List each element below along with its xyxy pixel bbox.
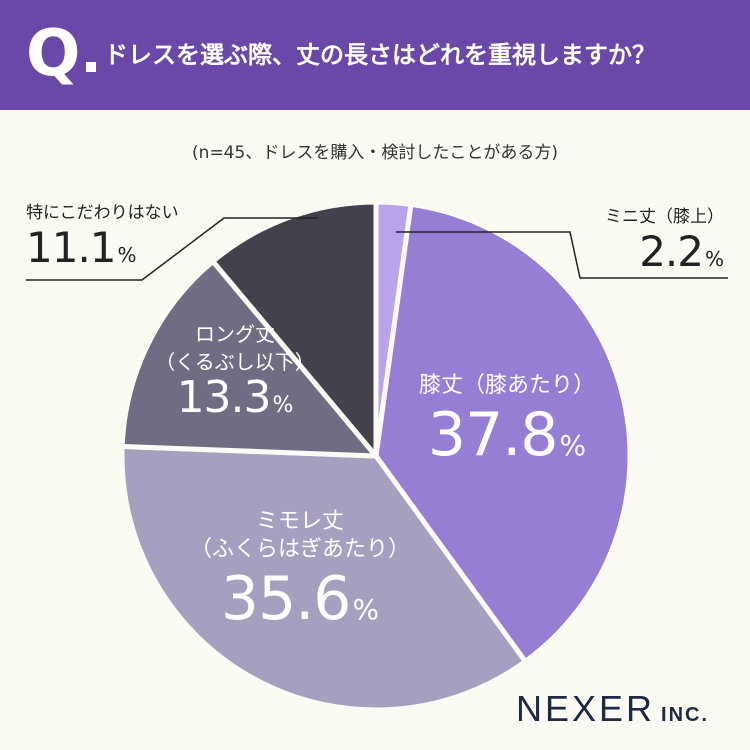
slice-midi — [119, 443, 528, 713]
label-knee-pct: 37.8 — [427, 400, 559, 470]
label-long: ロング丈 （くるぶし以下） 13.3% — [150, 320, 320, 423]
label-midi-name-2: （ふくらはぎあたり） — [189, 537, 410, 562]
brand-name: NEXER — [516, 688, 656, 729]
q-mark: Q — [26, 17, 81, 91]
label-none-unit: % — [117, 243, 137, 267]
label-long-name-1: ロング丈 — [195, 322, 275, 346]
label-knee-name: 膝丈（膝あたり） — [418, 373, 595, 398]
label-mini-pct: 2.2 — [639, 227, 704, 276]
label-long-pct: 13.3 — [176, 372, 272, 423]
label-none-name: 特にこだわりはない — [26, 203, 179, 223]
label-midi: ミモレ丈 （ふくらはぎあたり） 35.6% — [180, 508, 420, 634]
leader-line-none — [26, 217, 318, 281]
label-none-pct: 11.1 — [26, 223, 117, 272]
q-dot — [86, 62, 96, 72]
label-long-unit: % — [272, 393, 294, 418]
brand-suffix: INC. — [661, 704, 710, 726]
label-mini-name: ミニ丈（膝上） — [605, 207, 724, 227]
label-midi-pct: 35.6 — [220, 564, 352, 634]
slice-knee — [373, 201, 633, 664]
question-text: ドレスを選ぶ際、丈の長さはどれを重視しますか？ — [104, 41, 656, 69]
label-knee: 膝丈（膝あたり） 37.8% — [392, 372, 622, 470]
label-mini-unit: % — [704, 247, 724, 271]
header-banner: Q ドレスを選ぶ際、丈の長さはどれを重視しますか？ — [0, 0, 750, 110]
label-mini: ミニ丈（膝上） 2.2% — [605, 202, 724, 276]
label-midi-name-1: ミモレ丈 — [255, 509, 344, 534]
slice-long — [119, 258, 379, 459]
leader-line-mini — [396, 231, 728, 279]
label-midi-unit: % — [352, 593, 380, 626]
label-long-name-2: （くるぶし以下） — [155, 350, 315, 374]
label-none: 特にこだわりはない 11.1% — [26, 198, 179, 272]
label-knee-unit: % — [559, 429, 587, 462]
brand-logo: NEXER INC. — [516, 688, 709, 730]
sample-note: (n=45、ドレスを購入・検討したことがある方) — [192, 143, 558, 163]
